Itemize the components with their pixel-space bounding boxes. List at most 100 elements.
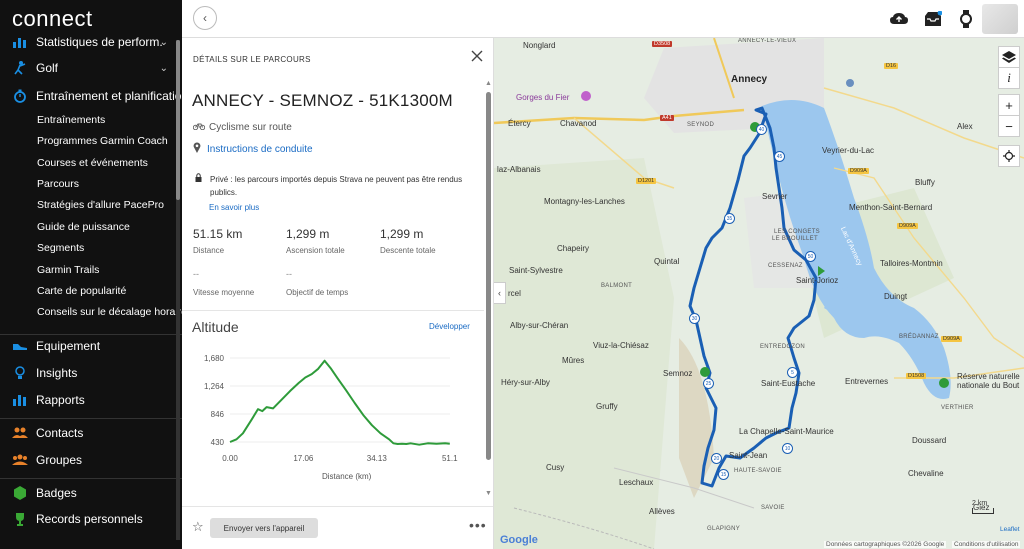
sidebar-item-label: Records personnels — [36, 512, 143, 526]
avatar[interactable] — [982, 4, 1018, 34]
report-icon — [12, 392, 28, 408]
stat-ascent-label: Ascension totale — [286, 246, 345, 255]
sidebar-item-reports[interactable]: Rapports — [0, 388, 182, 412]
top-bar: ‹ — [182, 0, 1024, 38]
map-label: Réserve naturelle nationale du Bout — [957, 372, 1020, 390]
altitude-y-tick: 846 — [211, 410, 225, 419]
panel-header: DÉTAILS SUR LE PARCOURS — [193, 55, 311, 64]
route-type: Cyclisme sur route — [192, 122, 292, 133]
panel-scrollbar-thumb[interactable] — [486, 92, 491, 460]
road-badge: D909A — [941, 336, 962, 342]
connect-logo[interactable]: connect — [12, 6, 93, 31]
sidebar-subitem-segments[interactable]: Segments — [37, 242, 85, 254]
people-icon — [12, 425, 28, 441]
map-label: Allèves — [649, 507, 675, 516]
collapse-panel-button[interactable]: ‹ — [494, 282, 506, 304]
route-map[interactable]: Nonglard ANNECY-LE-VIEUX Annecy Gorges d… — [494, 38, 1024, 549]
altitude-x-tick: 34.13 — [367, 454, 388, 463]
send-to-device-button[interactable]: Envoyer vers l'appareil — [210, 518, 318, 538]
sidebar-scrollbar-thumb[interactable] — [176, 40, 180, 200]
sidebar-item-insights[interactable]: Insights — [0, 361, 182, 385]
favorite-star-icon[interactable]: ☆ — [192, 519, 204, 534]
sidebar-subitem-heatmap[interactable]: Carte de popularité — [37, 285, 127, 297]
poi-reserve-icon[interactable] — [939, 378, 949, 388]
poi-gorges-icon[interactable] — [581, 91, 591, 101]
stat-descent-value: 1,299 m — [380, 227, 424, 241]
map-label: Bluffy — [915, 178, 935, 187]
sidebar-subitem-events[interactable]: Courses et événements — [37, 157, 148, 169]
inbox-icon[interactable] — [923, 9, 943, 29]
zoom-in-button[interactable]: + — [998, 94, 1020, 116]
scroll-up-icon[interactable]: ▲ — [485, 80, 492, 87]
map-terms-link[interactable]: Conditions d'utilisation — [952, 541, 1021, 548]
route-line[interactable] — [688, 106, 818, 488]
sidebar-subitem-garmin-trails[interactable]: Garmin Trails — [37, 264, 100, 276]
watch-icon[interactable] — [956, 9, 976, 29]
close-button[interactable] — [471, 49, 483, 67]
sidebar-subitem-jet-lag[interactable]: Conseils sur le décalage horaire — [37, 306, 182, 318]
panel-footer: ☆ Envoyer vers l'appareil ••• — [182, 506, 493, 549]
trophy-icon — [12, 511, 28, 527]
map-label: La Chapelle-Saint-Maurice — [739, 427, 834, 436]
map-label: Duingt — [884, 292, 908, 301]
lock-icon — [195, 173, 202, 199]
sidebar-item-label: Golf — [36, 61, 59, 75]
panel-scrollbar[interactable]: ▲ ▼ — [485, 80, 492, 498]
map-attribution: Données cartographiques ©2026 Google — [824, 541, 947, 548]
sidebar-item-performance-stats[interactable]: Statistiques de perform. ⌄ — [0, 30, 182, 54]
sidebar-item-contacts[interactable]: Contacts — [0, 421, 182, 445]
map-label: Entrevernes — [845, 377, 889, 386]
map-label: Viuz-la-Chiésaz — [593, 341, 649, 350]
sidebar-item-personal-records[interactable]: Records personnels — [0, 507, 182, 531]
map-label: Saint-Jean — [729, 451, 768, 460]
directions-label: Instructions de conduite — [207, 143, 313, 155]
leaflet-link[interactable]: Leaflet — [1000, 526, 1020, 533]
sidebar-item-gear[interactable]: Equipement — [0, 334, 182, 358]
upload-icon[interactable] — [889, 9, 909, 29]
map-label: Saint-Eustache — [761, 379, 816, 388]
stopwatch-icon — [12, 88, 28, 104]
layers-button[interactable] — [998, 46, 1020, 68]
map-label: Alby-sur-Chéran — [510, 321, 569, 330]
sidebar-item-groups[interactable]: Groupes — [0, 448, 182, 472]
sidebar-subitem-garmin-coach[interactable]: Programmes Garmin Coach — [37, 135, 168, 147]
sidebar-subitem-power-guide[interactable]: Guide de puissance — [37, 221, 130, 233]
close-icon — [471, 50, 483, 62]
sidebar-item-golf[interactable]: Golf ⌄ — [0, 56, 182, 80]
sidebar-divider — [0, 478, 182, 479]
back-button[interactable]: ‹ — [193, 6, 217, 30]
route-direction-marker — [818, 266, 825, 276]
sidebar-item-label: Insights — [36, 366, 78, 380]
scale-label: 2 km — [972, 500, 988, 507]
more-options-icon[interactable]: ••• — [469, 517, 487, 533]
sidebar-item-training-planning[interactable]: Entraînement et planification — [0, 84, 182, 108]
map-label: Gorges du Fier — [516, 93, 570, 102]
sidebar-subitem-courses[interactable]: Parcours — [37, 178, 80, 190]
map-label: Menthon-Saint-Bernard — [849, 203, 933, 212]
expand-link[interactable]: Développer — [429, 322, 470, 331]
altitude-x-axis-label: Distance (km) — [322, 472, 372, 481]
scroll-down-icon[interactable]: ▼ — [485, 490, 492, 497]
google-logo: Google — [500, 534, 538, 546]
info-button[interactable]: i — [998, 67, 1020, 89]
course-details-panel: DÉTAILS SUR LE PARCOURS ANNECY - SEMNOZ … — [182, 38, 494, 549]
bar-chart-icon — [12, 34, 28, 50]
altitude-line[interactable] — [229, 359, 450, 446]
sidebar-scrollbar-track[interactable] — [176, 40, 180, 540]
sidebar-subitem-pacepro[interactable]: Stratégies d'allure PacePro — [37, 199, 164, 211]
stat-avg-speed-value: -- — [193, 269, 199, 279]
sidebar-item-badges[interactable]: Badges — [0, 481, 182, 505]
route-title: ANNECY - SEMNOZ - 51K1300M — [192, 91, 453, 110]
map-label: Alex — [957, 122, 973, 131]
directions-link[interactable]: Instructions de conduite — [193, 142, 313, 156]
learn-more-link[interactable]: En savoir plus — [209, 203, 260, 212]
summit-marker[interactable] — [700, 367, 710, 377]
sidebar-item-label: Equipement — [36, 339, 101, 353]
zoom-out-button[interactable]: − — [998, 115, 1020, 137]
sidebar-subitem-workouts[interactable]: Entraînements — [37, 114, 106, 126]
map-label: Quintal — [654, 257, 680, 266]
altitude-x-tick: 0.00 — [222, 454, 238, 463]
altitude-y-tick: 430 — [211, 438, 225, 447]
locate-button[interactable] — [998, 145, 1020, 167]
